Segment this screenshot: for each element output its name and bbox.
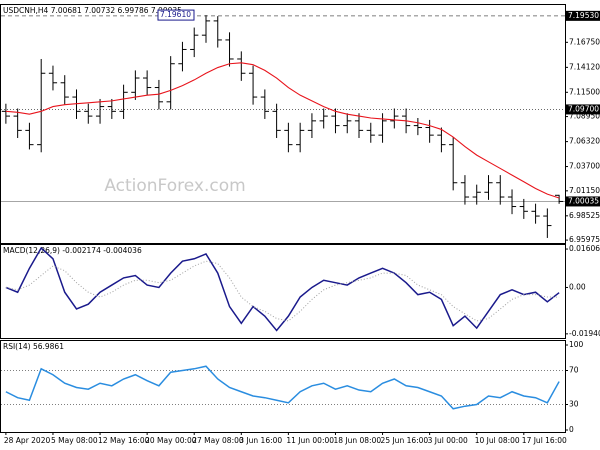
panel-title: MACD(12,26,9) -0.002174 -0.004036 <box>3 246 142 255</box>
series-line <box>5 365 560 410</box>
x-tick-label: 28 Apr 2020 <box>4 436 51 445</box>
series-line <box>5 246 560 332</box>
y-tick-label: 0 <box>569 425 574 434</box>
watermark: ActionForex.com <box>104 176 245 196</box>
panel-frame <box>0 244 566 339</box>
y-tick-label: 7.11500 <box>569 87 600 96</box>
y-tick-label: -0.019409 <box>569 329 600 338</box>
level-label-box <box>566 104 600 115</box>
annotation-label: 7.19610 <box>160 10 191 19</box>
level-label-box <box>566 10 600 21</box>
level-label: 7.19530 <box>568 11 599 20</box>
panel-frame <box>0 340 566 433</box>
x-tick-label: 27 May 08:00 <box>192 436 244 445</box>
y-tick-label: 7.06320 <box>569 137 600 146</box>
y-tick-label: 30 <box>569 400 579 409</box>
panel-title: RSI(14) 56.9861 <box>3 342 64 351</box>
series-line <box>5 260 560 322</box>
y-tick-label: 7.01150 <box>569 186 600 195</box>
x-tick-label: 18 Jun 08:00 <box>333 436 381 445</box>
moving-average <box>5 62 560 199</box>
x-tick-label: 25 Jun 16:00 <box>381 436 429 445</box>
x-tick-label: 20 May 00:00 <box>145 436 197 445</box>
x-tick-label: 11 Jun 00:00 <box>286 436 334 445</box>
y-tick-label: 7.14120 <box>569 62 600 71</box>
x-tick-label: 3 Jul 00:00 <box>428 436 468 445</box>
panel-title: USDCNH,H4 7.00681 7.00732 6.99786 7.0003… <box>3 6 182 15</box>
x-tick-label: 5 May 08:00 <box>51 436 98 445</box>
annotation-box <box>157 9 195 21</box>
x-tick-label: 10 Jul 08:00 <box>475 436 520 445</box>
level-label: 7.00035 <box>568 196 599 205</box>
level-label-box <box>566 196 600 207</box>
y-tick-label: 100 <box>569 340 584 349</box>
y-tick-label: 7.08950 <box>569 112 600 121</box>
y-tick-label: 0.00 <box>569 282 586 291</box>
x-tick-label: 3 Jun 16:00 <box>239 436 282 445</box>
panel-frame <box>0 4 566 244</box>
x-tick-label: 12 May 16:00 <box>98 436 150 445</box>
y-tick-label: 7.16750 <box>569 37 600 46</box>
y-tick-label: 6.95975 <box>569 235 600 244</box>
x-tick-label: 17 Jul 16:00 <box>522 436 567 445</box>
y-tick-label: 6.98525 <box>569 211 600 220</box>
y-tick-label: 0.016067 <box>569 244 600 253</box>
y-tick-label: 7.03700 <box>569 162 600 171</box>
level-label: 7.09700 <box>568 104 599 113</box>
y-tick-label: 70 <box>569 365 579 374</box>
